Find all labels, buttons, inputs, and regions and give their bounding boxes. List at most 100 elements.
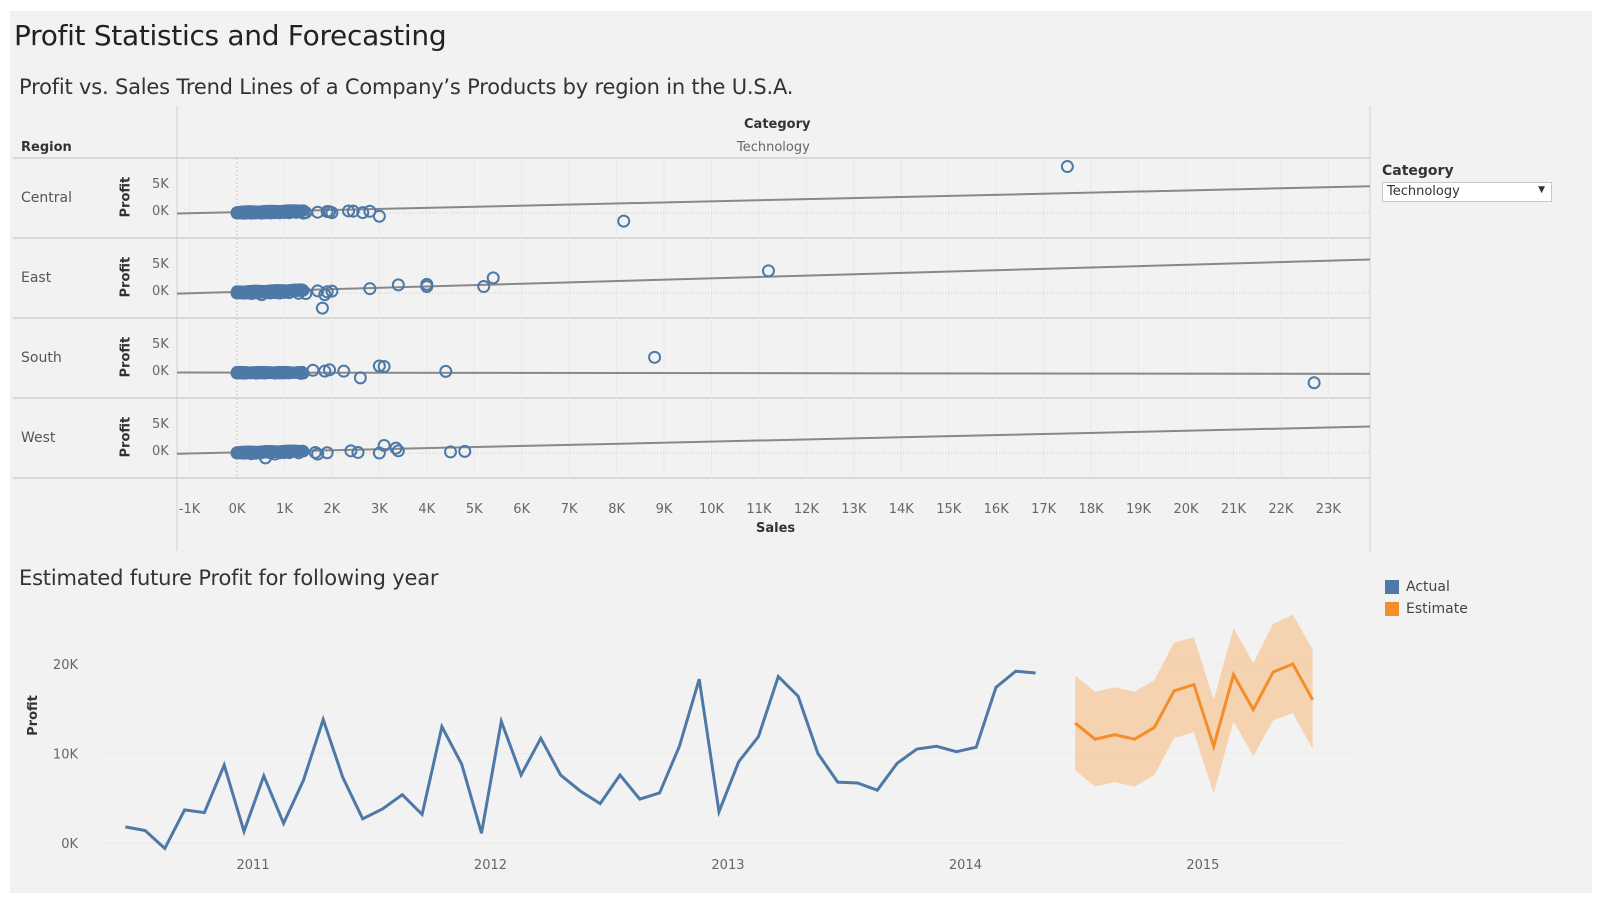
scatter-point[interactable]: [344, 444, 358, 458]
scatter-point[interactable]: [292, 286, 306, 300]
caret-down-icon[interactable]: ▼: [1538, 185, 1545, 195]
scatter-point[interactable]: [311, 284, 325, 298]
x-tick-label: 9K: [656, 502, 673, 517]
scatter-point[interactable]: [292, 446, 306, 460]
scatter-point[interactable]: [377, 360, 391, 374]
scatter-point[interactable]: [277, 446, 291, 460]
scatter-point[interactable]: [486, 271, 500, 285]
scatter-point[interactable]: [391, 444, 405, 458]
scatter-point[interactable]: [617, 214, 631, 228]
x-tick-label: 1K: [276, 502, 293, 517]
y-tick-label: 0K: [152, 204, 169, 219]
scatter-point[interactable]: [1307, 376, 1321, 390]
scatter-point[interactable]: [420, 280, 434, 294]
scatter-point[interactable]: [277, 285, 291, 299]
scatter-point[interactable]: [282, 446, 296, 460]
x-tick-label: 22K: [1268, 502, 1294, 517]
scatter-point[interactable]: [277, 366, 291, 380]
x-tick-label: 21K: [1221, 502, 1247, 517]
region-label-central: Central: [21, 190, 72, 206]
scatter-point[interactable]: [315, 301, 329, 315]
scatter-point[interactable]: [273, 286, 287, 300]
scatter-point[interactable]: [342, 204, 356, 218]
x-tick-label: 2011: [236, 858, 269, 873]
scatter-point[interactable]: [244, 447, 258, 461]
scatter-point[interactable]: [268, 366, 282, 380]
scatter-point[interactable]: [268, 286, 282, 300]
x-tick-label: 17K: [1031, 502, 1057, 517]
scatter-point[interactable]: [273, 366, 287, 380]
x-tick-label: 10K: [699, 502, 725, 517]
scatter-point[interactable]: [346, 204, 360, 218]
scatter-point[interactable]: [306, 363, 320, 377]
x-tick-label: 2013: [711, 858, 744, 873]
scatter-point[interactable]: [363, 282, 377, 296]
legend-item-actual[interactable]: Actual: [1385, 579, 1468, 595]
scatter-point[interactable]: [761, 264, 775, 278]
x-tick-label: 20K: [1173, 502, 1199, 517]
scatter-point[interactable]: [299, 287, 313, 301]
scatter-point[interactable]: [240, 366, 254, 380]
scatter-point[interactable]: [263, 286, 277, 300]
scatter-point[interactable]: [323, 363, 337, 377]
trend-line-south: [176, 371, 1371, 375]
scatter-point[interactable]: [258, 286, 272, 300]
scatter-point[interactable]: [372, 209, 386, 223]
column-header-title: Category: [744, 117, 811, 132]
scatter-point[interactable]: [648, 350, 662, 364]
scatter-chart-title: Profit vs. Sales Trend Lines of a Compan…: [19, 75, 794, 99]
scatter-point[interactable]: [444, 445, 458, 459]
scatter-point[interactable]: [282, 286, 296, 300]
scatter-point[interactable]: [477, 280, 491, 294]
scatter-point[interactable]: [325, 284, 339, 298]
scatter-point[interactable]: [1060, 160, 1074, 174]
scatter-point[interactable]: [273, 446, 287, 460]
category-filter-dropdown[interactable]: Technology ▼: [1382, 182, 1552, 202]
scatter-point[interactable]: [337, 364, 351, 378]
scatter-point[interactable]: [263, 366, 277, 380]
scatter-point[interactable]: [318, 288, 332, 302]
scatter-point[interactable]: [289, 205, 303, 219]
scatter-point[interactable]: [249, 366, 263, 380]
trend-line-east: [176, 258, 1371, 295]
x-tick-label: 16K: [984, 502, 1010, 517]
scatter-point[interactable]: [353, 371, 367, 385]
scatter-point[interactable]: [391, 278, 405, 292]
scatter-point[interactable]: [268, 206, 282, 220]
estimate-line[interactable]: [1074, 662, 1315, 752]
x-tick-label: 2015: [1186, 858, 1219, 873]
scatter-point[interactable]: [294, 366, 308, 380]
scatter-point[interactable]: [439, 364, 453, 378]
dashboard-panel: Profit Statistics and Forecasting Profit…: [10, 11, 1592, 893]
legend: Actual Estimate: [1385, 579, 1468, 617]
scatter-point[interactable]: [372, 359, 386, 373]
y-tick-label: 0K: [152, 284, 169, 299]
y-tick-label: 0K: [152, 364, 169, 379]
scatter-point[interactable]: [325, 206, 339, 220]
x-tick-label: 18K: [1079, 502, 1105, 517]
scatter-point[interactable]: [356, 206, 370, 220]
y-tick-label: 0K: [152, 444, 169, 459]
scatter-point[interactable]: [458, 444, 472, 458]
scatter-point[interactable]: [273, 206, 287, 220]
scatter-point[interactable]: [320, 285, 334, 299]
scatter-point[interactable]: [258, 206, 272, 220]
actual-line[interactable]: [125, 669, 1036, 851]
scatter-point[interactable]: [351, 445, 365, 459]
scatter-point[interactable]: [377, 438, 391, 452]
legend-item-estimate[interactable]: Estimate: [1385, 601, 1468, 617]
x-tick-label: 11K: [746, 502, 772, 517]
scatter-point[interactable]: [263, 206, 277, 220]
scatter-point[interactable]: [311, 447, 325, 461]
scatter-point[interactable]: [389, 441, 403, 455]
scatter-chart: -1K 0K 1K 2K 3K 4K 5K 6K 7K 8K 9K 10K 11K 12K 13K 14K 15…: [13, 106, 1371, 551]
x-tick-label: 3K: [371, 502, 388, 517]
scatter-x-axis-title: Sales: [756, 521, 796, 536]
scatter-point[interactable]: [244, 366, 258, 380]
scatter-point[interactable]: [254, 366, 268, 380]
scatter-point[interactable]: [282, 206, 296, 220]
scatter-point[interactable]: [258, 366, 272, 380]
x-tick-label: 4K: [418, 502, 435, 517]
legend-swatch-actual: [1385, 580, 1399, 594]
scatter-point[interactable]: [320, 446, 334, 460]
